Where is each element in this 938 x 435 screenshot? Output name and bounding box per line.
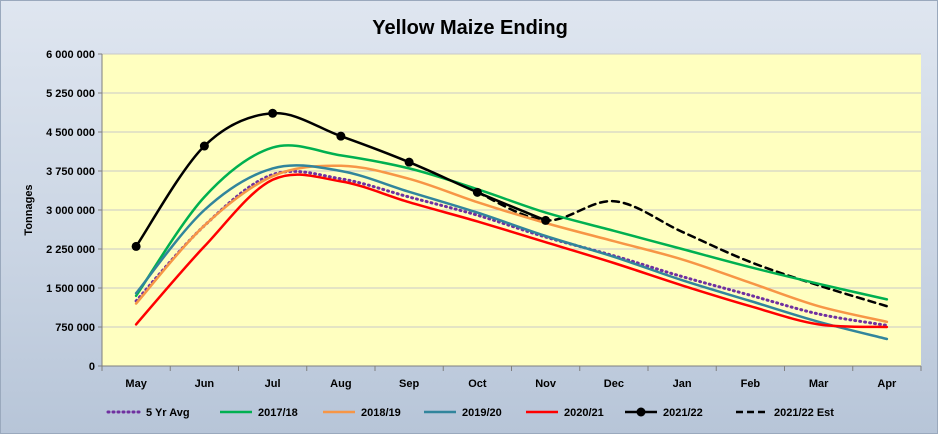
legend-label-2021-22: 2021/22 <box>663 407 703 419</box>
data-point-2021-22 <box>404 157 414 167</box>
y-tick-label: 3 750 000 <box>46 166 95 178</box>
y-tick-label: 750 000 <box>55 322 95 334</box>
data-point-2021-22 <box>199 141 209 151</box>
y-tick-label: 6 000 000 <box>46 49 95 61</box>
legend-marker-2021-22 <box>636 407 646 417</box>
x-tick-label: Aug <box>330 378 351 390</box>
data-point-2021-22 <box>541 215 551 225</box>
legend-label-2017-18: 2017/18 <box>258 407 298 419</box>
series-line-2018-19 <box>134 164 889 324</box>
y-tick-label: 0 <box>89 361 95 373</box>
x-tick-label: Oct <box>468 378 487 390</box>
data-point-2021-22 <box>268 108 278 118</box>
legend: 5 Yr Avg 2017/18 2018/19 2019/20 2020/21 2021… <box>106 407 834 419</box>
y-axis-ticks: 0 750 000 1 500 000 2 250 000 3 000 000 3 750… <box>46 49 102 373</box>
x-tick-label: Mar <box>809 378 829 390</box>
y-tick-label: 5 250 000 <box>46 88 95 100</box>
x-tick-label: Apr <box>877 378 897 390</box>
series-group <box>131 108 889 341</box>
data-point-2021-22 <box>336 131 346 141</box>
series-line-5-yr-avg <box>134 169 889 327</box>
y-tick-label: 2 250 000 <box>46 244 95 256</box>
data-point-2021-22 <box>472 187 482 197</box>
x-tick-label: Jul <box>265 378 281 390</box>
chart-title: Yellow Maize Ending <box>372 17 568 39</box>
legend-label-2019-20: 2019/20 <box>462 407 502 419</box>
y-axis-title: Tonnages <box>23 184 35 235</box>
legend-label-5-yr-avg: 5 Yr Avg <box>146 407 190 419</box>
x-tick-label: Nov <box>535 378 557 390</box>
x-tick-label: Dec <box>604 378 624 390</box>
series-line-2017-18 <box>134 144 889 301</box>
y-tick-label: 1 500 000 <box>46 283 95 295</box>
legend-label-2020-21: 2020/21 <box>564 407 604 419</box>
y-tick-label: 4 500 000 <box>46 127 95 139</box>
x-tick-label: Jan <box>673 378 692 390</box>
x-tick-label: Feb <box>741 378 761 390</box>
x-tick-label: Jun <box>195 378 215 390</box>
data-point-2021-22 <box>131 241 141 251</box>
legend-label-2021-22-est: 2021/22 Est <box>774 407 834 419</box>
series-line-2019-20 <box>134 164 889 341</box>
legend-label-2018-19: 2018/19 <box>361 407 401 419</box>
series-line-2020-21 <box>134 173 889 329</box>
x-tick-label: May <box>125 378 147 390</box>
y-tick-label: 3 000 000 <box>46 205 95 217</box>
x-axis-ticks: May Jun Jul Aug Sep Oct Nov Dec Jan Feb Mar Apr <box>101 366 922 390</box>
x-tick-label: Sep <box>399 378 419 390</box>
